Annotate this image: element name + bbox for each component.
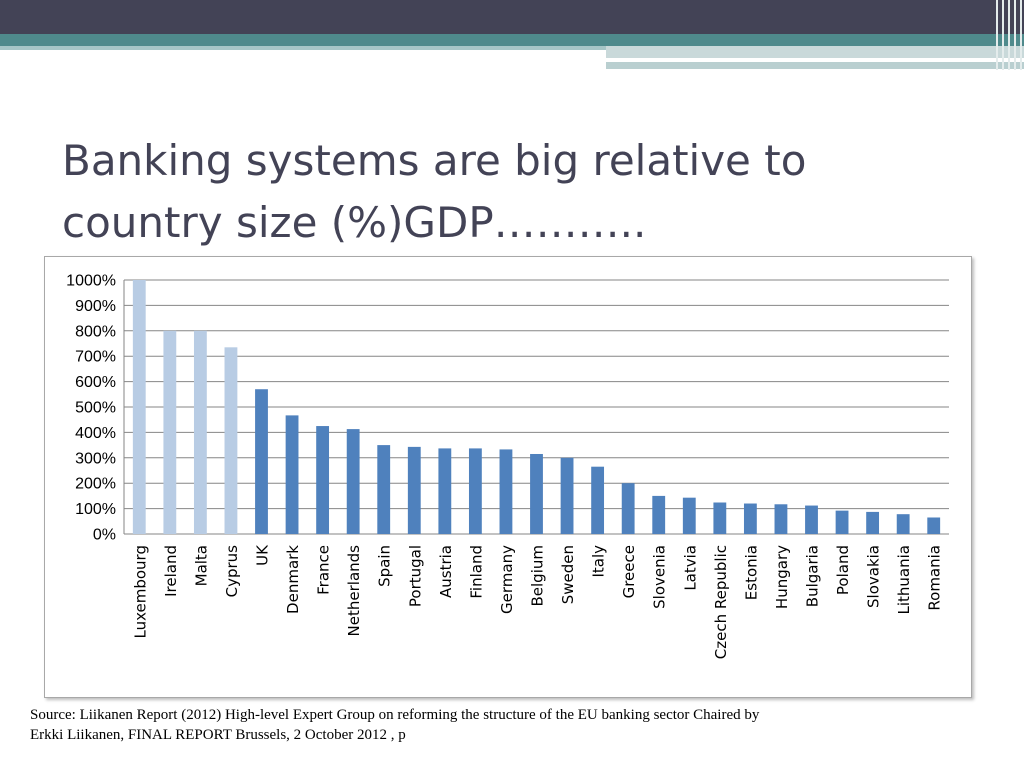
x-tick-label: Estonia bbox=[742, 545, 760, 600]
bar bbox=[499, 449, 513, 534]
x-tick-label: Luxembourg bbox=[131, 545, 149, 639]
x-tick-label: Ireland bbox=[162, 545, 180, 597]
x-tick-label: Italy bbox=[590, 545, 608, 578]
bar bbox=[805, 505, 818, 534]
x-tick-label: Belgium bbox=[529, 545, 547, 607]
source-note: Source: Liikanen Report (2012) High-leve… bbox=[30, 705, 990, 745]
x-tick-label: Poland bbox=[834, 545, 852, 595]
bar bbox=[560, 457, 574, 534]
bar bbox=[438, 448, 452, 534]
x-tick-label: UK bbox=[254, 544, 272, 566]
y-tick-label: 100% bbox=[75, 501, 116, 518]
x-tick-label: Denmark bbox=[284, 545, 302, 614]
x-tick-label: Spain bbox=[376, 545, 394, 587]
bar bbox=[224, 347, 238, 534]
x-tick-label: Greece bbox=[620, 545, 638, 598]
chart-frame: 0% 100% 200% 300% 400% 500% 600% 700% 800% 900% 10… bbox=[44, 256, 972, 698]
bar bbox=[468, 448, 482, 534]
bar bbox=[163, 330, 177, 534]
header-accent-line bbox=[0, 46, 606, 50]
y-tick-label: 400% bbox=[75, 425, 116, 442]
y-tick-label: 900% bbox=[75, 298, 116, 315]
y-tick-label: 1000% bbox=[66, 273, 116, 290]
header-band bbox=[0, 0, 1024, 34]
x-tick-label: Portugal bbox=[406, 545, 424, 607]
x-tick-label: Austria bbox=[437, 545, 455, 598]
x-tick-label: Hungary bbox=[773, 545, 791, 609]
bar bbox=[316, 426, 330, 534]
x-tick-label: Romania bbox=[926, 545, 944, 611]
bar bbox=[377, 445, 391, 534]
bar bbox=[927, 517, 941, 534]
bar bbox=[591, 466, 605, 534]
bar bbox=[285, 415, 299, 534]
bar bbox=[713, 502, 727, 534]
bar bbox=[682, 497, 696, 534]
x-tick-label: Finland bbox=[467, 545, 485, 599]
y-tick-label: 700% bbox=[75, 349, 116, 366]
y-tick-label: 200% bbox=[75, 476, 116, 493]
slide-title: Banking systems are big relative to coun… bbox=[62, 130, 962, 254]
bar bbox=[193, 330, 207, 534]
bar bbox=[774, 504, 788, 534]
bar bbox=[255, 389, 268, 534]
x-tick-label: Lithuania bbox=[895, 545, 913, 614]
x-tick-label: Bulgaria bbox=[804, 545, 822, 607]
x-tick-label: Cyprus bbox=[223, 545, 241, 598]
bar bbox=[407, 446, 421, 534]
bar-chart: 0% 100% 200% 300% 400% 500% 600% 700% 800% 900% 10… bbox=[66, 273, 949, 659]
header-decor-line bbox=[606, 62, 1024, 69]
y-tick-label: 800% bbox=[75, 323, 116, 340]
bar bbox=[652, 495, 666, 534]
slide-title-line-1: Banking systems are big relative to bbox=[62, 136, 807, 185]
bar bbox=[621, 483, 635, 534]
x-tick-label: Malta bbox=[192, 545, 210, 586]
y-tick-label: 600% bbox=[75, 374, 116, 391]
bar bbox=[346, 429, 360, 534]
x-tick-label: Germany bbox=[498, 545, 516, 614]
y-tick-label: 500% bbox=[75, 400, 116, 417]
y-tick-label: 0% bbox=[93, 527, 116, 544]
x-tick-label: France bbox=[315, 545, 333, 595]
bar bbox=[530, 453, 543, 534]
x-tick-label: Slovenia bbox=[651, 545, 669, 609]
header-decor-stripes bbox=[994, 0, 1024, 70]
header-accent-band bbox=[0, 34, 1024, 46]
bar bbox=[743, 503, 757, 534]
bar bbox=[896, 514, 910, 534]
x-tick-label: Sweden bbox=[559, 545, 577, 604]
slide-title-line-2: country size (%)GDP……….. bbox=[62, 198, 647, 247]
bar bbox=[835, 510, 849, 534]
x-tick-label: Netherlands bbox=[345, 545, 363, 637]
x-tick-label: Czech Republic bbox=[712, 545, 730, 659]
header-decor-block bbox=[606, 46, 1024, 58]
bar bbox=[866, 511, 880, 534]
source-line-1: Source: Liikanen Report (2012) High-leve… bbox=[30, 707, 760, 723]
bar bbox=[132, 280, 146, 534]
x-tick-label: Slovakia bbox=[865, 545, 883, 608]
x-tick-label: Latvia bbox=[681, 545, 699, 591]
source-line-2: Erkki Liikanen, FINAL REPORT Brussels, 2… bbox=[30, 727, 406, 743]
y-tick-label: 300% bbox=[75, 450, 116, 467]
